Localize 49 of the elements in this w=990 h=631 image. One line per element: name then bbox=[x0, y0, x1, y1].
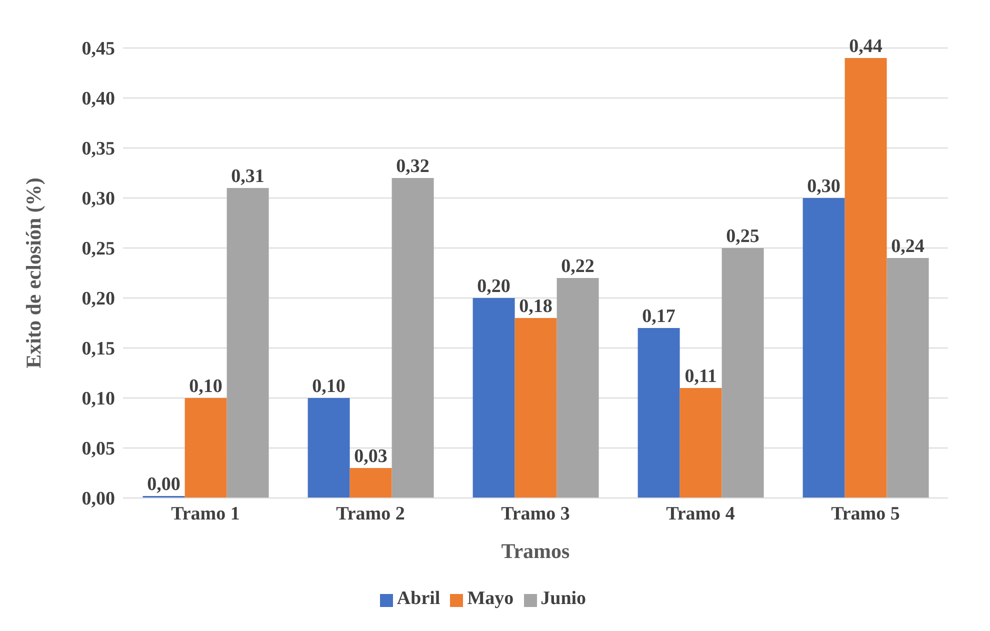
data-label: 0,31 bbox=[231, 166, 264, 187]
data-label: 0,44 bbox=[849, 36, 883, 57]
data-label: 0,32 bbox=[396, 156, 430, 177]
bar bbox=[514, 318, 557, 498]
y-tick-label: 0,25 bbox=[82, 238, 115, 260]
y-tick-label: 0,20 bbox=[82, 288, 115, 310]
data-label: 0,10 bbox=[189, 376, 222, 397]
bar bbox=[802, 198, 845, 498]
data-label: 0,17 bbox=[642, 306, 676, 327]
y-tick-label: 0,00 bbox=[82, 488, 115, 510]
bar bbox=[886, 258, 929, 498]
data-label: 0,18 bbox=[519, 296, 552, 317]
bar bbox=[392, 178, 434, 498]
x-axis-title: Tramos bbox=[501, 539, 570, 563]
x-tick-label: Tramo 3 bbox=[501, 503, 570, 524]
y-tick-label: 0,40 bbox=[82, 88, 115, 110]
legend-label: Mayo bbox=[467, 588, 514, 609]
bar bbox=[226, 188, 269, 498]
x-tick-label: Tramo 2 bbox=[336, 503, 405, 524]
x-tick-label: Tramo 5 bbox=[831, 503, 900, 524]
legend-label: Abril bbox=[396, 588, 440, 609]
data-label: 0,25 bbox=[726, 226, 760, 247]
y-axis-title: Exito de eclosión (%) bbox=[21, 178, 46, 368]
y-tick-label: 0,05 bbox=[82, 438, 115, 460]
data-label: 0,20 bbox=[477, 276, 510, 297]
bar bbox=[680, 388, 722, 498]
bar bbox=[184, 398, 227, 498]
bar bbox=[722, 248, 764, 498]
y-tick-label: 0,45 bbox=[82, 38, 115, 60]
y-tick-label: 0,10 bbox=[82, 388, 115, 410]
data-label: 0,10 bbox=[312, 376, 346, 397]
data-label: 0,03 bbox=[354, 446, 388, 467]
data-label: 0,24 bbox=[891, 236, 925, 257]
bar bbox=[308, 398, 350, 498]
bar bbox=[472, 298, 515, 498]
bar bbox=[350, 468, 392, 498]
data-label: 0,00 bbox=[147, 474, 180, 495]
x-tick-label: Tramo 1 bbox=[171, 503, 240, 524]
data-label: 0,11 bbox=[684, 366, 717, 387]
y-tick-label: 0,30 bbox=[82, 188, 115, 210]
bar bbox=[638, 328, 680, 498]
legend-label: Junio bbox=[540, 588, 586, 609]
bar bbox=[556, 278, 599, 498]
x-tick-label: Tramo 4 bbox=[666, 503, 736, 524]
bar bbox=[844, 58, 887, 498]
y-tick-label: 0,35 bbox=[82, 138, 115, 160]
data-label: 0,22 bbox=[561, 256, 594, 277]
data-label: 0,30 bbox=[807, 176, 840, 197]
y-tick-label: 0,15 bbox=[82, 338, 115, 360]
